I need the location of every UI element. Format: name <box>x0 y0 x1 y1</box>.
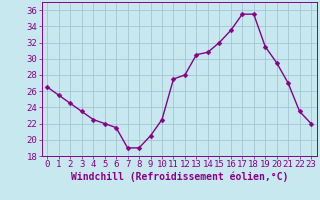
X-axis label: Windchill (Refroidissement éolien,°C): Windchill (Refroidissement éolien,°C) <box>70 172 288 182</box>
